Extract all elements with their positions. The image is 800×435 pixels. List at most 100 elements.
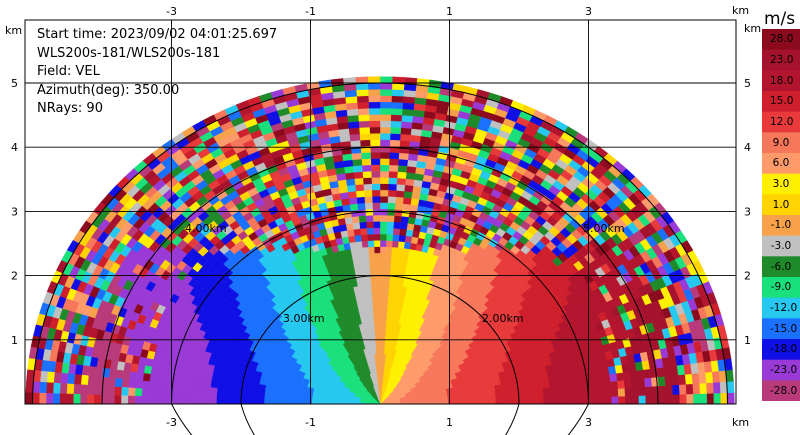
range-gate — [196, 385, 204, 393]
range-gate — [183, 378, 192, 386]
range-gate — [396, 253, 404, 261]
range-gate — [148, 388, 156, 397]
range-gate — [369, 132, 381, 140]
colorbar-label: 23.0 — [770, 54, 794, 66]
range-gate — [400, 127, 412, 135]
range-gate — [570, 391, 578, 399]
range-gate — [120, 387, 129, 397]
range-gate — [270, 396, 279, 401]
range-gate — [398, 234, 406, 243]
range-gate — [379, 265, 386, 273]
range-ring-lower — [505, 403, 520, 435]
range-gate — [345, 178, 356, 187]
range-gate — [141, 388, 150, 397]
range-gate — [374, 258, 381, 266]
range-gate — [373, 246, 381, 254]
range-gate — [204, 375, 213, 383]
range-gate — [168, 396, 176, 404]
range-gate — [399, 133, 411, 142]
range-gate — [375, 296, 381, 304]
range-gate — [369, 120, 381, 128]
range-gate — [257, 391, 266, 397]
range-gate — [379, 303, 385, 310]
range-gate — [353, 228, 362, 236]
x-tick-bottom: -3 — [166, 416, 177, 429]
range-gate — [32, 381, 41, 394]
range-gate — [189, 385, 198, 393]
range-gate — [59, 383, 68, 395]
range-gate — [395, 183, 406, 192]
range-gate — [699, 393, 708, 404]
range-gate — [367, 246, 375, 254]
range-gate — [128, 371, 138, 381]
colorbar-label: -1.0 — [770, 219, 792, 232]
range-gate — [373, 233, 381, 241]
range-gate — [384, 265, 391, 273]
range-gate — [393, 221, 401, 229]
range-gate — [396, 247, 404, 255]
colorbar-label: 18.0 — [770, 74, 794, 87]
range-gate — [367, 88, 381, 96]
range-gate — [388, 284, 394, 292]
range-gate — [616, 372, 625, 382]
range-gate — [365, 221, 374, 229]
range-gate — [217, 382, 225, 390]
range-gate — [404, 235, 413, 244]
range-gate — [636, 369, 645, 380]
range-gate — [202, 386, 211, 394]
range-gate — [376, 309, 381, 317]
range-gate — [66, 383, 75, 395]
range-gate — [107, 386, 116, 396]
range-gate — [263, 400, 272, 404]
range-gate — [405, 229, 414, 237]
range-gate — [291, 398, 299, 402]
range-gate — [515, 389, 524, 396]
range-gate — [250, 399, 258, 404]
range-gate — [298, 398, 306, 402]
range-gate — [406, 159, 418, 168]
range-gate — [374, 277, 381, 285]
range-gate — [379, 101, 392, 109]
range-gate — [398, 152, 409, 161]
range-gate — [664, 375, 673, 386]
range-gate — [373, 227, 381, 235]
range-gate — [379, 208, 388, 216]
x-tick-bottom: -1 — [305, 416, 316, 429]
range-gate — [113, 395, 122, 404]
range-gate — [370, 277, 376, 285]
range-gate — [355, 89, 369, 97]
range-gate — [25, 392, 33, 404]
range-gate — [617, 380, 626, 389]
range-gate — [529, 398, 538, 404]
range-gate — [379, 114, 392, 122]
range-gate — [368, 259, 376, 267]
range-gate — [549, 392, 558, 399]
range-gate — [383, 309, 388, 317]
range-gate — [93, 394, 101, 404]
range-gate — [360, 234, 368, 242]
range-gate — [359, 221, 367, 229]
range-gate — [175, 384, 184, 392]
range-gate — [216, 393, 224, 400]
range-gate — [394, 202, 404, 211]
range-gate — [720, 392, 728, 404]
range-gate — [589, 382, 598, 391]
colorbar-label: -3.0 — [770, 240, 792, 252]
range-gate — [177, 370, 186, 379]
range-gate — [543, 398, 551, 404]
range-gate — [107, 394, 115, 404]
range-gate — [183, 372, 193, 380]
range-gate — [629, 370, 638, 380]
range-gate — [80, 384, 88, 395]
range-gate — [542, 392, 551, 399]
range-gate — [374, 271, 381, 279]
range-gate — [692, 383, 701, 395]
y-tick-left: 5 — [11, 77, 18, 90]
instrument-name: WLS200s-181/WLS200s-181 — [37, 45, 221, 61]
range-gate — [182, 397, 190, 404]
range-gate — [403, 241, 412, 250]
range-gate — [358, 126, 371, 135]
range-gate — [349, 139, 361, 148]
range-gate — [45, 382, 54, 394]
range-gate — [678, 374, 687, 385]
